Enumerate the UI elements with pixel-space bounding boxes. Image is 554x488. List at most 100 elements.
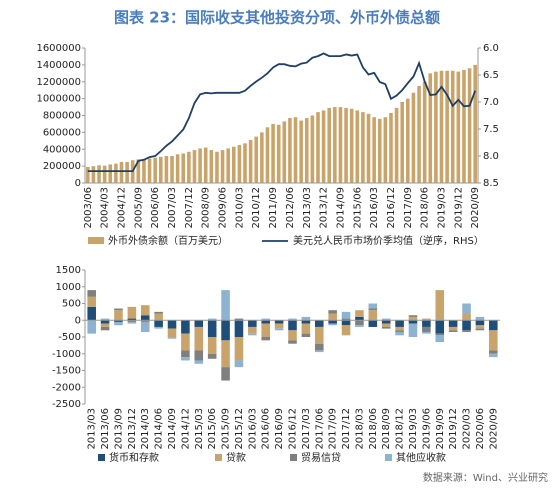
x-tick-label: 2018/06	[420, 187, 431, 229]
bar	[288, 118, 292, 183]
bar	[299, 120, 303, 183]
bar	[265, 127, 270, 183]
bar	[422, 331, 431, 334]
bar	[301, 316, 311, 321]
y-tick-label: 1200000	[36, 77, 81, 88]
bar	[462, 313, 471, 321]
bar	[154, 326, 163, 329]
bar	[221, 367, 230, 381]
bar	[261, 337, 271, 341]
bar	[127, 321, 137, 324]
x-tick-label: 2017/06	[314, 408, 325, 450]
bar	[194, 360, 204, 364]
x-tick-label: 2015/09	[221, 408, 232, 450]
legend-swatch	[215, 454, 222, 461]
bar	[406, 98, 410, 183]
bar	[170, 156, 174, 183]
bar	[221, 340, 230, 368]
x-tick-label: 2018/03	[354, 408, 365, 450]
y-tick-label: 400000	[43, 144, 81, 155]
bar	[198, 148, 202, 183]
x-tick-label: 2016/09	[274, 408, 285, 450]
bar	[221, 320, 230, 341]
bar	[422, 320, 431, 327]
bar	[288, 340, 297, 344]
y-tick-label: 500	[62, 299, 81, 310]
x-tick-label: 2016/06	[261, 408, 272, 450]
bar	[417, 85, 421, 183]
y-tick-label: 800000	[43, 111, 81, 122]
bar	[167, 328, 177, 337]
y2-tick-label: 8.0	[483, 151, 499, 162]
x-tick-label: 2005/09	[133, 187, 144, 229]
bar	[314, 343, 324, 351]
bar	[100, 318, 110, 321]
bar	[127, 306, 137, 319]
bar	[140, 315, 150, 321]
x-tick-label: 2019/03	[437, 187, 448, 229]
bar	[288, 320, 297, 331]
bar	[456, 71, 461, 183]
bar	[114, 308, 123, 311]
bar	[220, 150, 225, 183]
bar	[321, 110, 326, 183]
bar	[301, 323, 311, 334]
bar	[408, 320, 418, 324]
legend-swatch	[290, 454, 297, 461]
bar	[368, 308, 378, 311]
bar	[435, 320, 445, 334]
bar	[328, 310, 337, 314]
bar	[187, 151, 191, 183]
bar	[207, 337, 217, 354]
bar	[226, 148, 230, 183]
bar	[140, 305, 150, 316]
x-tick-label: 2016/03	[369, 187, 380, 229]
bar	[368, 310, 378, 321]
bar	[194, 326, 204, 351]
bar	[462, 320, 471, 331]
bar	[422, 326, 431, 332]
bar	[194, 350, 204, 361]
bar	[154, 313, 163, 321]
bar	[293, 117, 298, 183]
bar	[355, 110, 360, 183]
legend-label: 外币外债余额（百万美元）	[108, 234, 228, 247]
x-tick-label: 2007/03	[167, 187, 178, 229]
x-tick-label: 2014/03	[140, 408, 151, 450]
legend-swatch	[88, 237, 104, 244]
y2-tick-label: 6.5	[483, 70, 499, 81]
bar	[395, 320, 404, 327]
bar	[194, 320, 204, 327]
x-tick-label: 2017/12	[341, 408, 352, 450]
bar	[127, 320, 137, 322]
line	[87, 52, 477, 173]
bar	[207, 320, 217, 337]
bar	[445, 70, 449, 183]
bar	[108, 164, 113, 183]
bar	[97, 165, 101, 183]
x-tick-label: 2012/06	[285, 187, 296, 229]
x-tick-label: 2014/09	[335, 187, 346, 229]
x-tick-label: 2013/12	[127, 408, 138, 450]
bar	[237, 145, 242, 183]
x-tick-label: 2013/03	[302, 187, 313, 229]
bar	[395, 330, 404, 332]
bar	[276, 124, 281, 183]
bar	[333, 107, 337, 183]
bar	[254, 136, 259, 183]
bar	[234, 318, 244, 321]
bar	[301, 333, 311, 337]
x-tick-label: 2019/06	[421, 408, 432, 450]
bar	[389, 112, 393, 183]
bar	[341, 320, 351, 326]
y-tick-label: 1500	[56, 265, 81, 276]
bar	[261, 320, 271, 324]
bar	[181, 357, 190, 361]
legend-label: 其他应收款	[396, 451, 446, 464]
x-tick-label: 2006/06	[150, 187, 161, 229]
bar	[114, 163, 118, 183]
y2-tick-label: 6.0	[483, 43, 499, 54]
bar	[100, 326, 110, 331]
bar	[175, 154, 180, 183]
